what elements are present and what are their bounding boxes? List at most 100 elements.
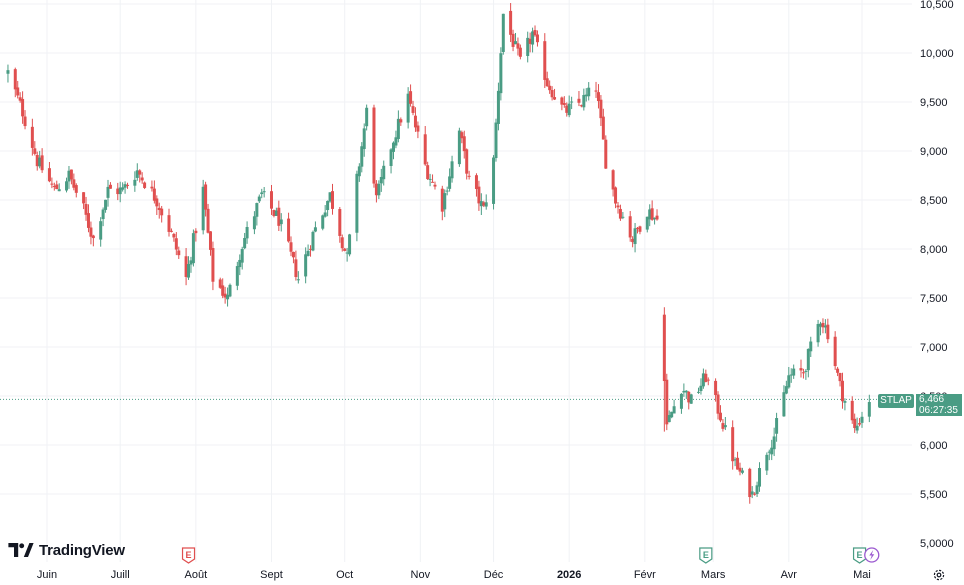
candle-body xyxy=(687,391,691,403)
grid xyxy=(0,0,912,562)
candle-body xyxy=(514,41,518,45)
candle-body xyxy=(382,165,386,180)
candle-body xyxy=(697,391,701,393)
x-tick-label: Juin xyxy=(37,569,57,581)
candle-body xyxy=(816,324,820,343)
earnings-marker[interactable]: E xyxy=(181,547,196,564)
candle-body xyxy=(399,119,403,123)
candle-body xyxy=(518,47,522,57)
candle-body xyxy=(38,157,42,167)
candle-body xyxy=(126,184,130,186)
candle-body xyxy=(82,192,86,204)
candle-body xyxy=(443,193,447,210)
candle-body xyxy=(550,90,554,98)
candle-body xyxy=(67,170,71,182)
candle-body xyxy=(91,235,95,239)
candle-body xyxy=(321,215,325,229)
candle-body xyxy=(391,142,395,152)
candle-body xyxy=(413,115,417,128)
countdown: 06:27:35 xyxy=(919,405,958,416)
earnings-marker[interactable]: E xyxy=(852,547,867,564)
candle-body xyxy=(291,251,295,258)
candle-body xyxy=(177,250,181,256)
candle-body xyxy=(104,199,108,210)
candle-body xyxy=(252,216,256,230)
candle-body xyxy=(799,368,803,371)
candle-body xyxy=(445,190,449,192)
candle-body xyxy=(172,234,176,238)
candle-body xyxy=(806,348,810,371)
x-tick-label: Nov xyxy=(411,569,431,581)
candle-body xyxy=(701,373,705,387)
candle-body xyxy=(257,196,261,202)
candle-body xyxy=(143,182,147,188)
candle-body xyxy=(433,184,437,187)
last-price: 6,466 xyxy=(919,394,945,405)
candle-body xyxy=(174,238,178,250)
candle-body xyxy=(372,107,376,184)
candle-body xyxy=(108,184,112,189)
candle-body xyxy=(721,423,725,429)
gear-icon[interactable] xyxy=(932,568,946,582)
candle-body xyxy=(587,87,591,97)
candle-body xyxy=(736,457,740,470)
candle-body xyxy=(679,393,683,409)
candle-body xyxy=(826,324,830,340)
candle-body xyxy=(638,226,642,232)
candle-body xyxy=(535,34,539,43)
candle-body xyxy=(211,248,215,282)
candle-body xyxy=(218,279,222,288)
candle-body xyxy=(313,227,317,232)
candle-body xyxy=(684,390,688,393)
candle-body xyxy=(189,260,193,265)
candle-body xyxy=(208,231,212,250)
candle-body xyxy=(6,70,10,74)
candle-body xyxy=(323,212,327,217)
candle-body xyxy=(74,185,78,193)
candle-body xyxy=(106,186,110,198)
candle-body xyxy=(65,181,69,191)
candle-body xyxy=(389,149,393,166)
candle-body xyxy=(526,37,530,56)
split-marker[interactable] xyxy=(864,547,880,563)
candle-body xyxy=(653,217,657,220)
earnings-letter: E xyxy=(703,550,709,560)
candle-body xyxy=(86,213,90,228)
tradingview-logo[interactable]: TradingView xyxy=(8,540,125,560)
candle-body xyxy=(311,231,315,251)
candle-body xyxy=(723,425,727,428)
candle-body xyxy=(274,210,278,216)
candle-body xyxy=(599,99,603,119)
candle-body xyxy=(596,92,600,102)
candle-body xyxy=(294,259,298,278)
candle-body xyxy=(343,248,347,251)
candle-body xyxy=(467,175,471,177)
candle-body xyxy=(411,106,415,113)
candle-body xyxy=(665,379,669,425)
candle-body xyxy=(448,176,452,189)
candle-body xyxy=(565,105,569,113)
candle-body xyxy=(636,227,640,229)
candle-body xyxy=(821,322,825,328)
candle-body xyxy=(279,219,283,225)
candle-body xyxy=(516,43,520,49)
candle-body xyxy=(35,154,39,167)
candle-body xyxy=(428,178,432,180)
candle-body xyxy=(655,215,659,220)
candle-body xyxy=(33,148,37,154)
candle-body xyxy=(260,192,264,195)
candle-body xyxy=(431,181,435,183)
candle-body xyxy=(221,285,225,296)
candles xyxy=(6,3,871,504)
earnings-marker[interactable]: E xyxy=(699,547,713,564)
candle-body xyxy=(416,125,420,132)
candle-body xyxy=(840,380,844,402)
earnings-letter: E xyxy=(857,550,863,560)
candle-body xyxy=(562,103,566,105)
candle-body xyxy=(21,98,25,117)
candle-body xyxy=(611,170,615,190)
candle-body xyxy=(169,230,173,232)
candle-body xyxy=(528,38,532,44)
candle-body xyxy=(682,390,686,393)
